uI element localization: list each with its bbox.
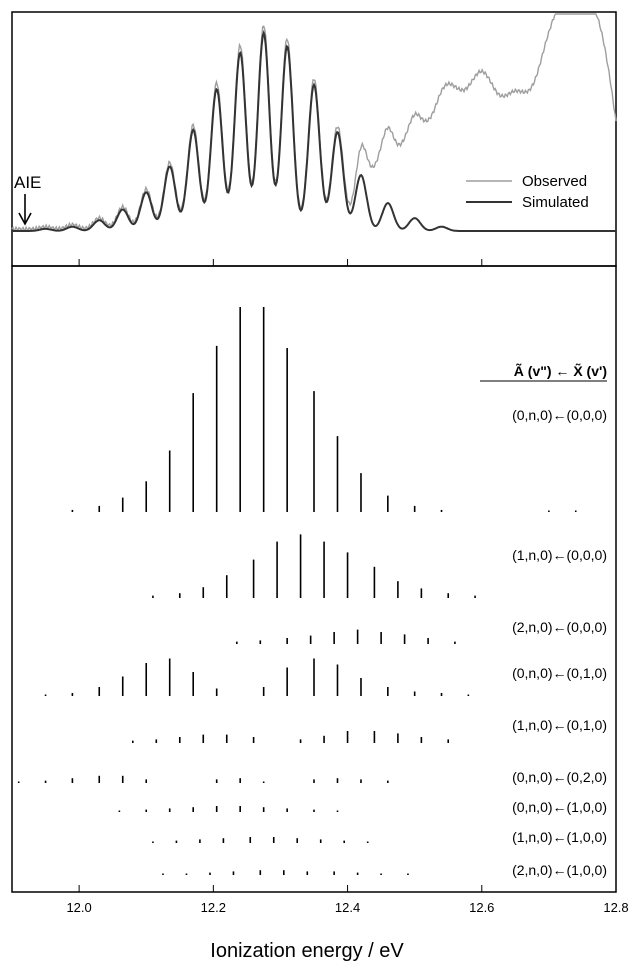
band-label: (0,n,0)←(0,2,0) [512,769,607,785]
x-tick-label: 12.0 [66,900,91,915]
stick-series [152,837,369,843]
x-axis-label: Ionization energy / eV [210,940,404,962]
stick-series [17,775,389,783]
simulated-spectrum-line [12,29,616,232]
aie-arrow-icon [18,194,32,226]
legend-observed-label: Observed [522,173,587,190]
band-labels: (0,n,0)←(0,0,0) (1,n,0)←(0,0,0) (2,n,0)←(0… [512,407,607,878]
band-label: (1,n,0)←(0,1,0) [512,717,607,733]
x-tick-label: 12.8 [603,900,628,915]
band-label: (2,n,0)←(0,0,0) [512,619,607,635]
legend: Observed Simulated [466,173,589,211]
x-tick-labels: 12.0 12.2 12.4 12.6 12.8 [66,900,628,915]
stick-series [71,307,577,512]
stick-series [162,870,409,875]
band-label: (0,n,0)←(1,0,0) [512,799,607,815]
stick-series [236,629,456,644]
bottom-panel-ticks [78,885,617,892]
x-tick-label: 12.4 [335,900,360,915]
band-label: (0,n,0)←(0,0,0) [512,407,607,423]
stick-spectra [17,307,577,875]
stick-series [118,806,339,812]
bottom-panel-frame [11,265,617,893]
band-label: (0,n,0)←(0,1,0) [512,665,607,681]
aie-label: AIE [14,173,41,192]
top-panel-frame [11,11,617,267]
legend-simulated-label: Simulated [522,194,589,211]
band-label: (1,n,0)←(1,0,0) [512,829,607,845]
x-tick-label: 12.6 [469,900,494,915]
top-panel-ticks [78,259,617,266]
band-label: (1,n,0)←(0,0,0) [512,547,607,563]
stick-series [132,731,450,743]
transition-header: Ã (v") ← X̃ (v') [514,362,607,379]
band-label: (2,n,0)←(1,0,0) [512,862,607,878]
stick-series [44,658,470,696]
stick-series [152,534,476,598]
x-tick-label: 12.2 [201,900,226,915]
observed-spectrum-line [11,13,617,233]
